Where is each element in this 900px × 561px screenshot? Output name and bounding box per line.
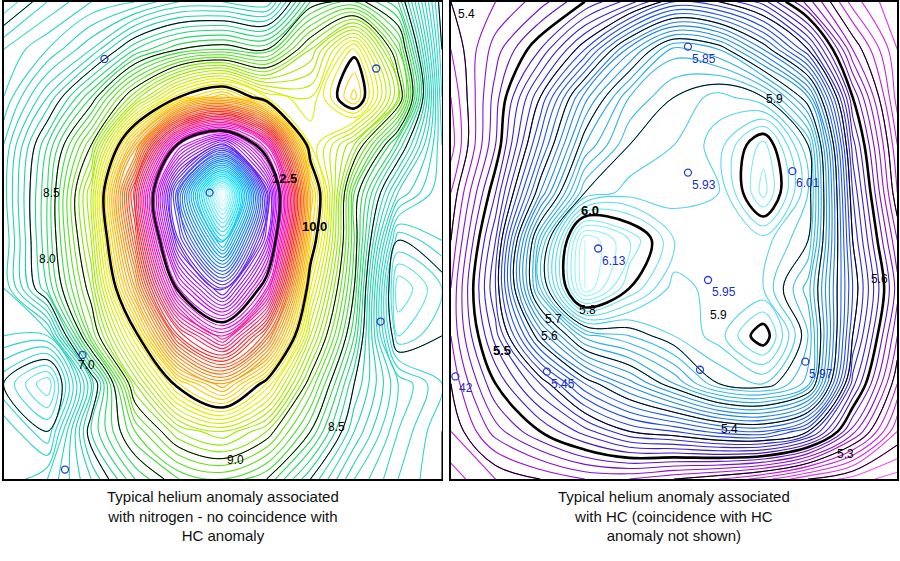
svg-text:5.3: 5.3	[837, 447, 854, 461]
svg-text:5.5: 5.5	[493, 343, 511, 358]
svg-text:5.7: 5.7	[545, 312, 562, 326]
svg-text:8.0: 8.0	[39, 252, 56, 266]
svg-text:12.5: 12.5	[272, 171, 297, 186]
svg-text:6.01: 6.01	[796, 176, 820, 190]
svg-text:5.95: 5.95	[712, 285, 736, 299]
svg-text:8.5: 8.5	[328, 420, 345, 434]
svg-text:5.6: 5.6	[541, 329, 558, 343]
svg-text:5.93: 5.93	[692, 178, 716, 192]
svg-text:5.45: 5.45	[551, 377, 575, 391]
svg-text:Typical helium anomaly associa: Typical helium anomaly associatedwith HC…	[558, 488, 790, 544]
svg-text:6.0: 6.0	[581, 203, 599, 218]
svg-text:5.9: 5.9	[766, 92, 783, 106]
svg-text:5.85: 5.85	[692, 52, 716, 66]
svg-text:Typical helium anomaly associa: Typical helium anomaly associatedwith ni…	[107, 488, 339, 544]
svg-text:10.0: 10.0	[302, 219, 327, 234]
svg-text:42: 42	[459, 381, 473, 395]
svg-text:5.9: 5.9	[710, 308, 727, 322]
svg-text:5.4: 5.4	[721, 422, 738, 436]
svg-text:5.6: 5.6	[871, 272, 888, 286]
svg-text:8.5: 8.5	[43, 186, 60, 200]
svg-text:5.4: 5.4	[458, 7, 475, 21]
svg-text:5.8: 5.8	[579, 303, 596, 317]
svg-text:6.13: 6.13	[602, 254, 626, 268]
svg-text:5.97: 5.97	[809, 367, 833, 381]
svg-text:9.0: 9.0	[227, 453, 244, 467]
svg-text:7.0: 7.0	[78, 358, 95, 372]
